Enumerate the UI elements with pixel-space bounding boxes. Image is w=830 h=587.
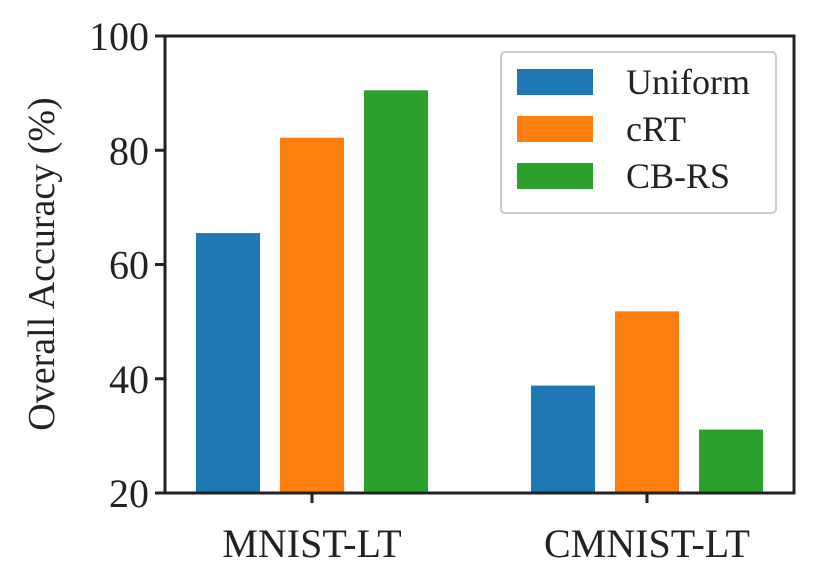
legend-label: CB-RS [626,156,730,196]
y-tick-label: 80 [109,128,149,173]
legend-swatch [517,116,593,142]
bar-cb-rs-cmnist-lt [699,429,763,493]
y-tick-label: 60 [109,243,149,288]
bar-uniform-cmnist-lt [531,385,595,493]
legend-label: cRT [626,109,686,149]
bar-uniform-mnist-lt [196,233,260,494]
y-tick-label: 40 [109,357,149,402]
axes-group: 20 40 60 80 100 MNIST-LT CMNIST-LT [89,14,796,566]
y-axis-label: Overall Accuracy (%) [21,97,63,430]
legend-swatch [517,163,593,189]
bars-group [196,90,763,494]
bar-crt-mnist-lt [280,137,344,493]
legend-label: Uniform [626,62,750,102]
legend: Uniform cRT CB-RS [500,51,777,214]
y-tick-label: 100 [89,14,149,59]
legend-swatch [517,69,593,95]
y-tick-label: 20 [109,471,149,516]
x-tick-label: MNIST-LT [222,521,401,566]
bar-cb-rs-mnist-lt [364,90,428,494]
x-tick-label: CMNIST-LT [544,521,750,566]
bar-crt-cmnist-lt [615,311,679,493]
